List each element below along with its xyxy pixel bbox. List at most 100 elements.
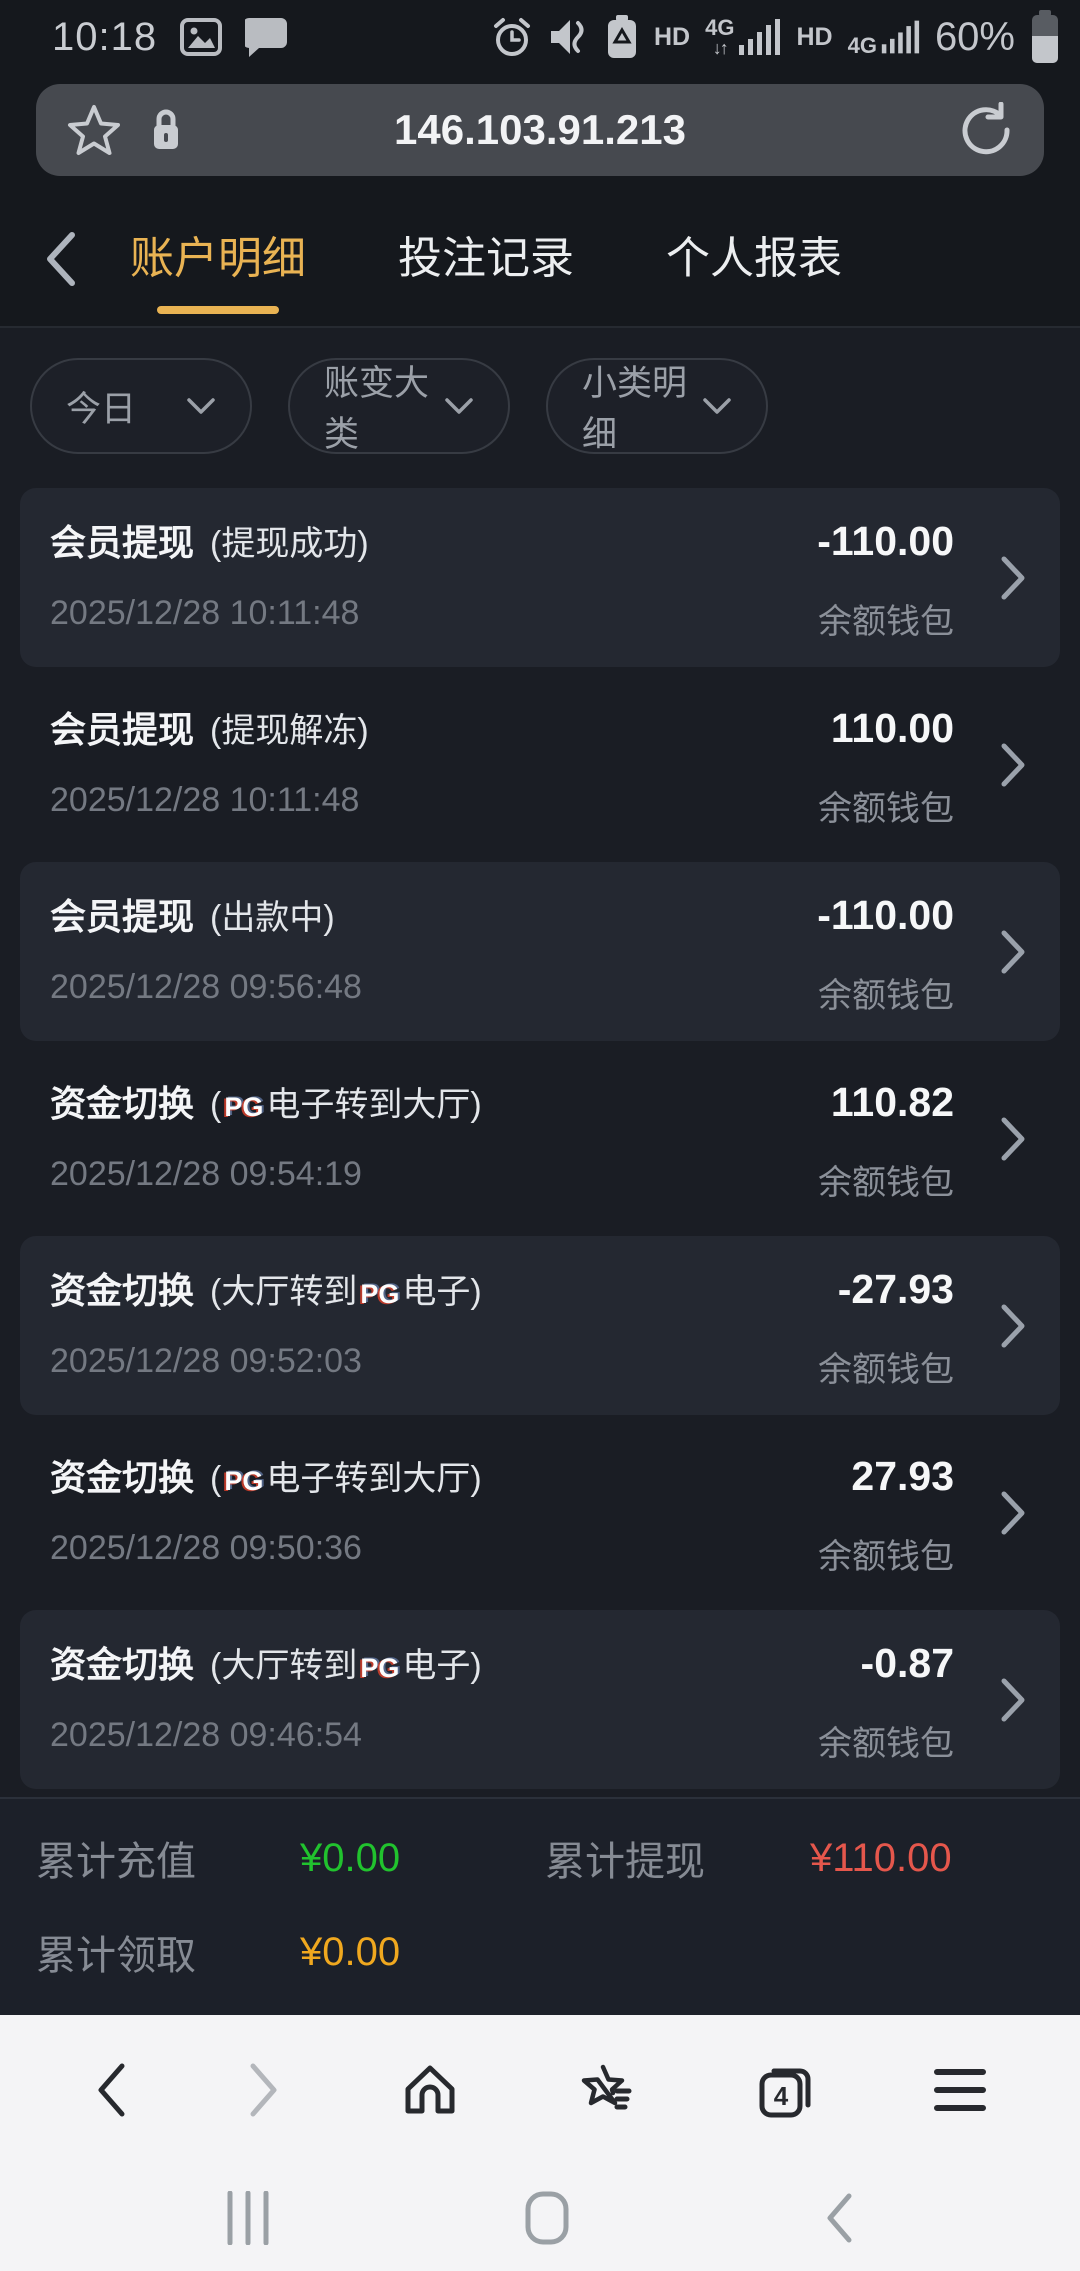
total-deposit-value: ¥0.00 xyxy=(300,1835,401,1880)
signal-bars-icon-2 xyxy=(881,20,920,54)
transaction-note: (出款中) xyxy=(210,899,335,937)
phone-screen: 10:18 HD 4G ↓↑ xyxy=(0,0,1080,2220)
pg-soft-logo: PG xyxy=(224,1466,264,1496)
transaction-row[interactable]: 会员提现 (提现成功) -110.00 2025/12/28 10:11:48 余额钱包 xyxy=(20,488,1060,667)
transaction-wallet: 余额钱包 xyxy=(818,1725,954,1763)
message-notification-icon xyxy=(245,16,289,58)
transaction-type: 资金切换 xyxy=(50,1457,195,1498)
tab-bet-record[interactable]: 投注记录 xyxy=(398,234,574,284)
signal-bars-icon xyxy=(739,19,781,55)
transaction-list: 会员提现 (提现成功) -110.00 2025/12/28 10:11:48 余额钱包… xyxy=(0,476,1080,1797)
transaction-line2: 2025/12/28 09:52:03 余额钱包 xyxy=(50,1342,1030,1391)
filter-major-type-dropdown[interactable]: 账变大类 xyxy=(288,358,510,454)
url-bar[interactable]: 146.103.91.213 xyxy=(36,84,1044,176)
chevron-right-icon[interactable] xyxy=(1000,1677,1026,1723)
browser-bookmarks-icon[interactable] xyxy=(579,2061,637,2119)
transaction-title: 资金切换 (PG电子转到大厅) xyxy=(50,1075,482,1127)
transaction-line2: 2025/12/28 10:11:48 余额钱包 xyxy=(50,594,1030,643)
transaction-date: 2025/12/28 10:11:48 xyxy=(50,594,360,632)
transaction-line2: 2025/12/28 09:54:19 余额钱包 xyxy=(50,1155,1030,1204)
transaction-date: 2025/12/28 09:54:19 xyxy=(50,1155,362,1193)
transaction-type: 会员提现 xyxy=(50,522,195,563)
lock-icon xyxy=(148,106,184,154)
transaction-note: (大厅转到 PG电子) xyxy=(210,1273,482,1311)
transaction-row[interactable]: 资金切换 (PG电子转到大厅) 27.93 2025/12/28 09:50:36 余额… xyxy=(20,1423,1060,1602)
home-icon[interactable] xyxy=(524,2190,570,2246)
transaction-wallet: 余额钱包 xyxy=(818,790,954,828)
transaction-title: 会员提现 (提现成功) xyxy=(50,514,369,566)
transaction-wallet: 余额钱包 xyxy=(818,603,954,641)
total-claimed-value: ¥0.00 xyxy=(300,1929,401,1974)
pg-soft-logo: PG xyxy=(224,1092,264,1122)
pg-soft-logo: PG xyxy=(360,1653,400,1683)
chevron-right-icon[interactable] xyxy=(1000,555,1026,601)
transaction-title: 资金切换 (大厅转到 PG电子) xyxy=(50,1262,482,1314)
transaction-note: (大厅转到 PG电子) xyxy=(210,1647,482,1685)
clock-time: 10:18 xyxy=(52,14,158,59)
browser-forward-icon[interactable] xyxy=(247,2061,281,2119)
filter-row: 今日 账变大类 小类明细 xyxy=(0,328,1080,476)
page-tabs: 账户明细 投注记录 个人报表 xyxy=(130,230,842,287)
transaction-type: 会员提现 xyxy=(50,896,195,937)
recents-icon[interactable] xyxy=(226,2191,270,2245)
battery-percent: 60% xyxy=(934,14,1015,59)
transaction-wallet: 余额钱包 xyxy=(818,1351,954,1389)
android-back-icon[interactable] xyxy=(824,2192,854,2244)
transaction-date: 2025/12/28 09:52:03 xyxy=(50,1342,362,1380)
total-withdraw-value: ¥110.00 xyxy=(810,1835,952,1880)
transaction-date: 2025/12/28 09:56:48 xyxy=(50,968,362,1006)
image-notification-icon xyxy=(179,17,223,57)
tab-account-detail[interactable]: 账户明细 xyxy=(130,230,306,287)
chevron-right-icon[interactable] xyxy=(1000,742,1026,788)
transaction-note: (提现成功) xyxy=(210,525,369,563)
chevron-right-icon[interactable] xyxy=(1000,1490,1026,1536)
transaction-wallet: 余额钱包 xyxy=(818,1538,954,1576)
filter-minor-type-dropdown[interactable]: 小类明细 xyxy=(546,358,768,454)
chevron-down-icon xyxy=(702,396,732,416)
back-chevron-icon[interactable] xyxy=(42,229,78,289)
bookmark-star-icon[interactable] xyxy=(66,103,122,157)
transaction-type: 资金切换 xyxy=(50,1644,195,1685)
browser-url-section: 146.103.91.213 xyxy=(0,68,1080,192)
filter-date-dropdown[interactable]: 今日 xyxy=(30,358,252,454)
chevron-down-icon xyxy=(444,396,474,416)
battery-icon xyxy=(1030,10,1060,64)
hd-badge: HD xyxy=(654,22,691,51)
svg-text:4: 4 xyxy=(773,2081,788,2111)
browser-back-icon[interactable] xyxy=(94,2061,128,2119)
tab-personal-report[interactable]: 个人报表 xyxy=(666,234,842,284)
refresh-icon[interactable] xyxy=(958,102,1014,158)
chevron-right-icon[interactable] xyxy=(1000,929,1026,975)
chevron-right-icon[interactable] xyxy=(1000,1303,1026,1349)
transaction-amount: -110.00 xyxy=(817,518,954,564)
transaction-row[interactable]: 资金切换 (大厅转到 PG电子) -27.93 2025/12/28 09:52:03 余… xyxy=(20,1236,1060,1415)
transaction-line1: 会员提现 (提现成功) -110.00 xyxy=(50,514,1030,566)
android-nav-bar xyxy=(0,2165,1080,2271)
filter-label: 今日 xyxy=(66,389,137,429)
browser-tabs-icon[interactable]: 4 xyxy=(756,2061,814,2119)
transaction-type: 资金切换 xyxy=(50,1270,195,1311)
transaction-amount: -110.00 xyxy=(817,892,954,938)
pg-soft-logo: PG xyxy=(360,1279,400,1309)
chevron-right-icon[interactable] xyxy=(1000,1116,1026,1162)
transaction-row[interactable]: 会员提现 (提现解冻) 110.00 2025/12/28 10:11:48 余额钱包 xyxy=(20,675,1060,854)
transaction-title: 会员提现 (提现解冻) xyxy=(50,701,369,753)
browser-menu-icon[interactable] xyxy=(933,2068,987,2112)
transaction-row[interactable]: 资金切换 (PG电子转到大厅) 110.82 2025/12/28 09:54:19 余… xyxy=(20,1049,1060,1228)
transaction-row[interactable]: 资金切换 (大厅转到 PG电子) -0.87 2025/12/28 09:46:54 余额… xyxy=(20,1610,1060,1789)
transaction-wallet: 余额钱包 xyxy=(818,1164,954,1202)
battery-saver-icon xyxy=(605,14,639,60)
transaction-amount: 27.93 xyxy=(851,1453,954,1499)
transaction-line1: 资金切换 (大厅转到 PG电子) -27.93 xyxy=(50,1262,1030,1314)
browser-home-icon[interactable] xyxy=(400,2061,460,2119)
transaction-row[interactable]: 会员提现 (出款中) -110.00 2025/12/28 09:56:48 余额钱包 xyxy=(20,862,1060,1041)
transaction-title: 资金切换 (大厅转到 PG电子) xyxy=(50,1636,482,1688)
filter-label: 小类明细 xyxy=(582,364,688,454)
transaction-line1: 会员提现 (提现解冻) 110.00 xyxy=(50,701,1030,753)
transaction-date: 2025/12/28 09:50:36 xyxy=(50,1529,362,1567)
page-tab-bar: 账户明细 投注记录 个人报表 xyxy=(0,192,1080,328)
transaction-amount: 110.82 xyxy=(830,1079,954,1125)
chevron-down-icon xyxy=(186,396,216,416)
transaction-line1: 会员提现 (出款中) -110.00 xyxy=(50,888,1030,940)
url-text[interactable]: 146.103.91.213 xyxy=(394,106,686,153)
